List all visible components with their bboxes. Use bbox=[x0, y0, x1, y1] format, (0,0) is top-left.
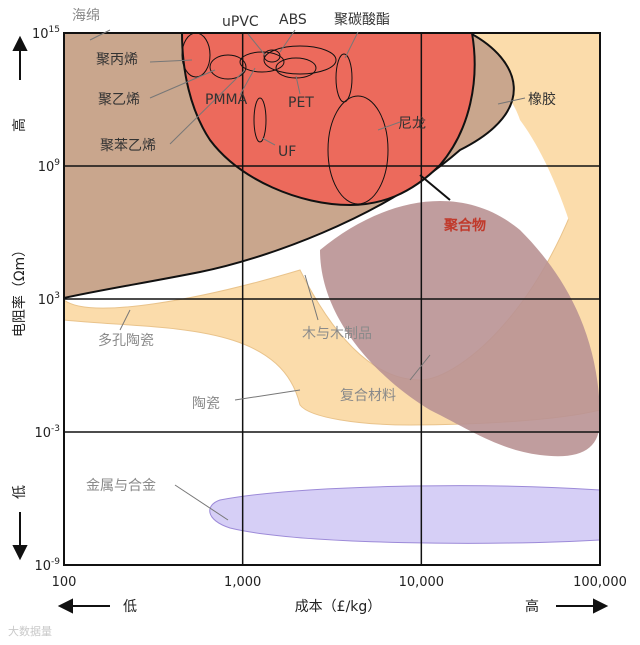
label-nylon: 尼龙 bbox=[398, 116, 426, 132]
label-composites: 复合材料 bbox=[340, 387, 396, 404]
leader-porous-ceramics bbox=[119, 309, 131, 331]
grid-lines bbox=[64, 33, 600, 565]
label-ps: 聚苯乙烯 bbox=[100, 137, 156, 154]
x-tick-label: 1,000 bbox=[224, 575, 261, 590]
y-tick-label: 10-9 bbox=[34, 557, 60, 574]
x-arrows bbox=[57, 598, 609, 614]
x-tick-label: 10,000 bbox=[399, 575, 445, 590]
label-pe: 聚乙烯 bbox=[98, 92, 140, 108]
label-pc: 聚碳酸酯 bbox=[334, 12, 390, 28]
label-pp: 聚丙烯 bbox=[96, 52, 138, 68]
label-polymer: 聚合物 bbox=[443, 217, 486, 234]
x-arrow-left-head bbox=[57, 598, 73, 614]
x-arrow-right-head bbox=[593, 598, 609, 614]
ellipse-uf bbox=[253, 97, 267, 143]
leader-ps bbox=[169, 69, 246, 145]
y-arrows bbox=[12, 35, 28, 561]
y-axis-title: 电阻率（Ωm） bbox=[11, 243, 28, 337]
y-low-label: 低 bbox=[12, 485, 28, 499]
x-tick-label: 100,000 bbox=[573, 575, 627, 590]
leader-metals bbox=[174, 484, 229, 521]
y-tick-labels: 1015 109 103 10-3 10-9 bbox=[32, 25, 60, 574]
leader-rubber bbox=[497, 97, 526, 105]
label-wood: 木与木制品 bbox=[302, 326, 372, 342]
label-porous-ceramics: 多孔陶瓷 bbox=[98, 332, 154, 349]
ellipse-upvc bbox=[263, 49, 281, 63]
region-composites bbox=[320, 201, 600, 457]
y-arrow-up-head bbox=[12, 35, 28, 51]
leader-nylon bbox=[377, 121, 401, 131]
label-pet: PET bbox=[288, 95, 314, 111]
leader-ceramics bbox=[234, 389, 301, 401]
x-tick-label: 100 bbox=[52, 575, 77, 590]
leader-upvc bbox=[247, 33, 266, 56]
y-tick-label: 109 bbox=[38, 158, 61, 175]
x-high-label: 高 bbox=[525, 598, 539, 615]
label-upvc: uPVC bbox=[222, 14, 259, 30]
y-arrow-down-head bbox=[12, 545, 28, 561]
label-ceramics: 陶瓷 bbox=[192, 396, 220, 412]
leader-lines bbox=[89, 29, 526, 521]
plot-frame bbox=[63, 32, 601, 566]
label-pmma: PMMA bbox=[205, 92, 248, 108]
leader-pet bbox=[295, 75, 301, 95]
region-metals bbox=[209, 485, 601, 544]
x-tick-labels: 100 1,000 10,000 100,000 bbox=[52, 575, 627, 590]
label-uf: UF bbox=[278, 144, 296, 160]
leader-composites bbox=[409, 354, 431, 381]
leader-wood bbox=[304, 274, 319, 321]
label-sponge: 海绵 bbox=[72, 7, 100, 24]
leader-sponge bbox=[89, 29, 111, 41]
label-abs: ABS bbox=[279, 12, 307, 28]
x-axis-title: 成本（£/kg） bbox=[295, 599, 382, 615]
region-polymers bbox=[180, 32, 476, 207]
ellipse-nylon bbox=[327, 95, 389, 205]
x-low-label: 低 bbox=[123, 599, 137, 615]
polymer-ellipses bbox=[181, 32, 389, 205]
ellipse-abs bbox=[263, 45, 337, 75]
region-rubber bbox=[350, 33, 600, 380]
label-rubber: 橡胶 bbox=[528, 91, 556, 108]
y-tick-label: 103 bbox=[38, 291, 60, 308]
y-tick-label: 10-3 bbox=[34, 424, 60, 441]
y-high-label: 高 bbox=[11, 118, 28, 132]
leader-abs bbox=[279, 29, 296, 53]
leader-pe bbox=[149, 69, 216, 99]
leader-polymer bbox=[419, 174, 451, 201]
leader-pc bbox=[344, 31, 359, 59]
label-metals: 金属与合金 bbox=[86, 478, 156, 494]
watermark: 大数据量 bbox=[8, 625, 52, 638]
ellipse-pe bbox=[209, 54, 247, 80]
leader-pmma bbox=[239, 67, 256, 96]
y-tick-label: 1015 bbox=[32, 25, 60, 42]
leader-uf bbox=[261, 137, 276, 146]
leader-pp bbox=[149, 59, 193, 63]
